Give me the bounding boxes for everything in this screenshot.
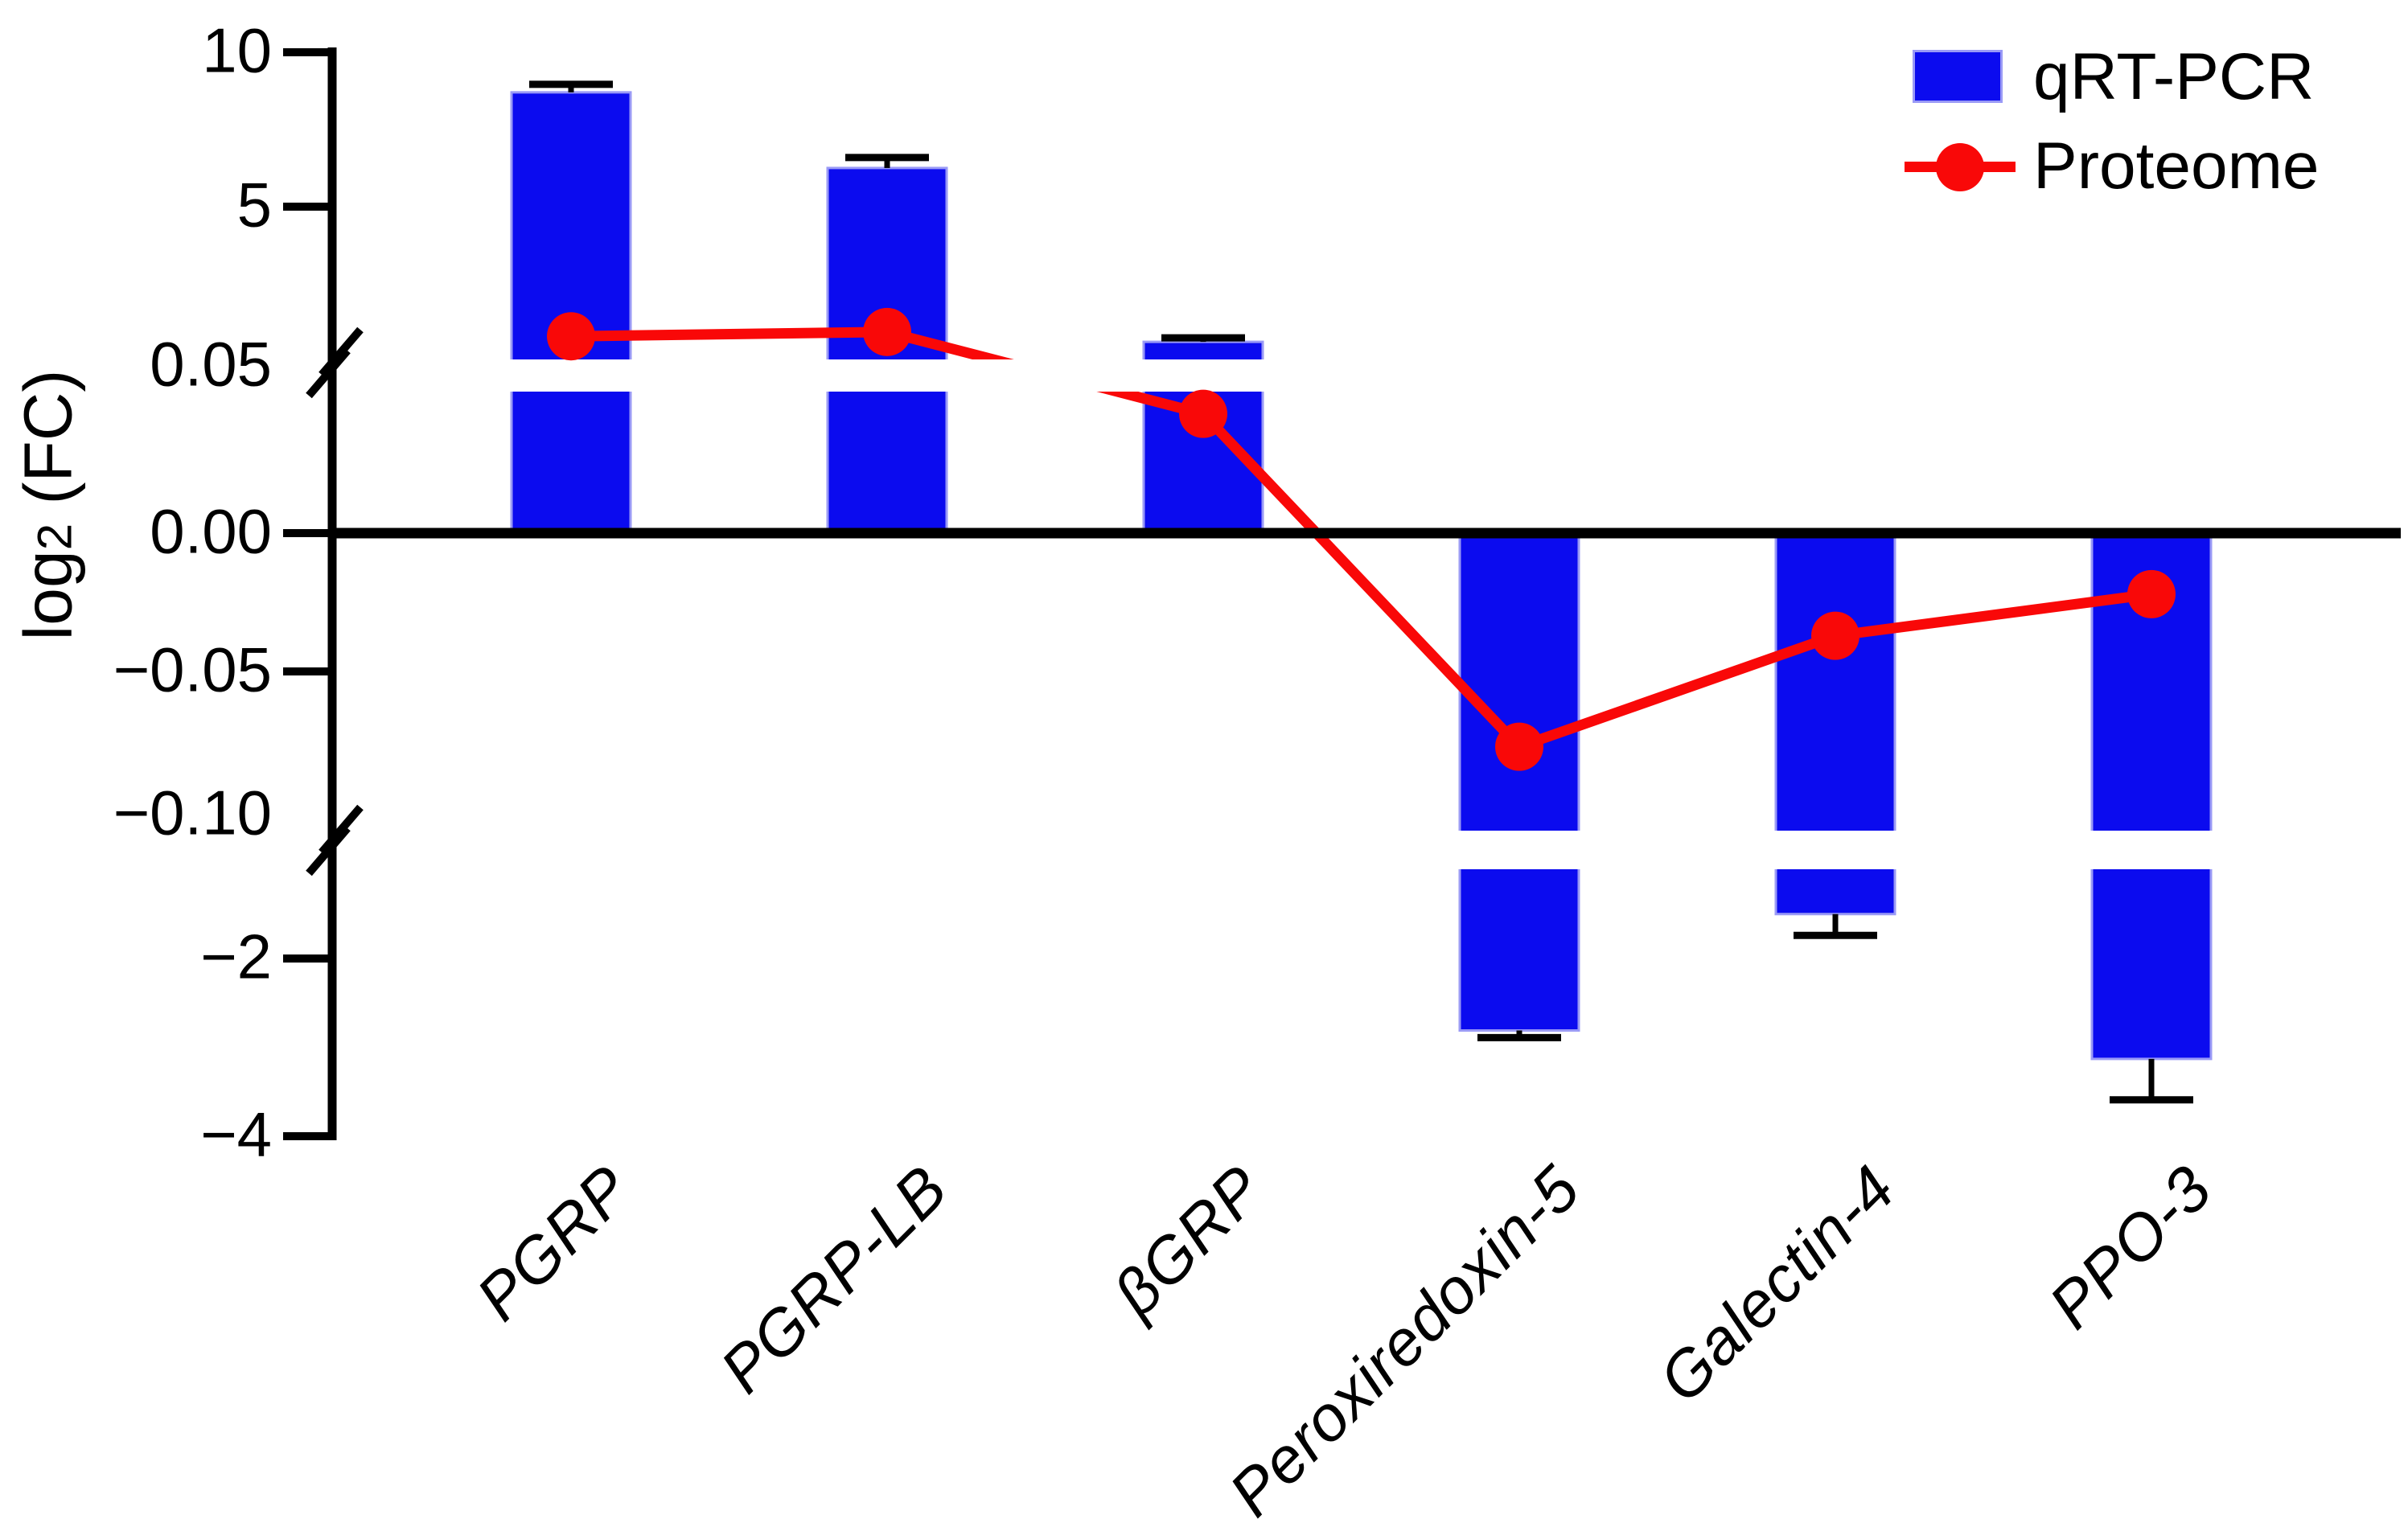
axis-break-slash-icon [306,825,351,876]
y-tick-label-10: 10 [202,14,272,86]
proteome-dot-PPO-3 [2127,569,2176,618]
y-tick-label-0.05: 0.05 [150,328,272,400]
y-tick-label-−4: −4 [200,1098,272,1170]
bar-Peroxiredoxin-5 [1458,532,1580,1032]
y-tick-label-0.00: 0.00 [150,495,272,567]
y-axis-title-units: (FC) [10,369,86,523]
proteome-dot-Galectin-4 [1811,611,1859,660]
bar-PPO-3 [2090,532,2213,1061]
axis-break-band [347,359,2401,392]
axis-break-band [347,831,2401,869]
axis-break-slash-icon [306,347,351,399]
proteome-dot-PGRP [547,312,595,361]
proteome-dot-Peroxiredoxin-5 [1495,722,1543,771]
proteome-dot-PGRP-LB [863,307,911,356]
y-tick-label-−0.05: −0.05 [113,634,272,705]
y-tick-label-−2: −2 [200,921,272,992]
y-tick-label-5: 5 [236,169,272,240]
y-tick-label-−0.10: −0.10 [113,777,272,848]
proteome-line [570,326,2152,753]
y-axis-title-subscript: 2 [27,523,82,551]
y-axis-title-main: log [10,550,86,641]
y-axis-title: log2 (FC) [10,370,88,641]
proteome-dot-βGRP [1179,389,1227,438]
